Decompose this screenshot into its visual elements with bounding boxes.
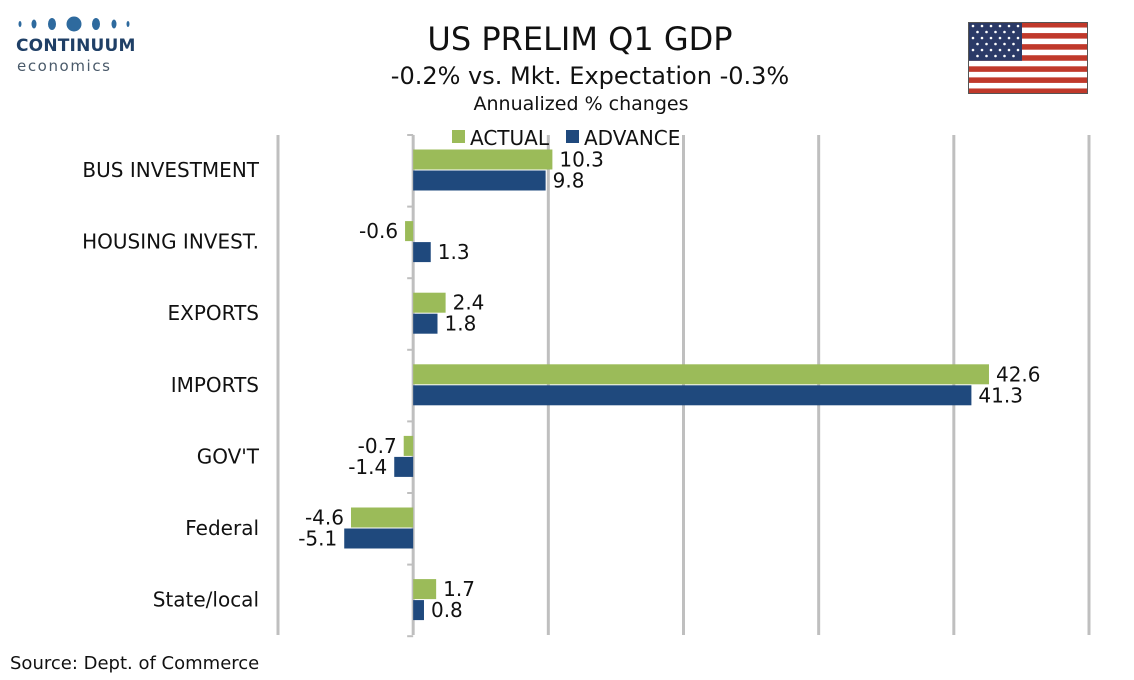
data-label: -0.6 xyxy=(359,219,398,243)
category-label: EXPORTS xyxy=(168,301,260,325)
bar-actual xyxy=(403,435,414,456)
bar-advance xyxy=(394,456,414,477)
data-label: 10.3 xyxy=(559,148,604,172)
bar-advance xyxy=(413,313,438,334)
bar-actual xyxy=(413,149,553,170)
legend-label-actual: ACTUAL xyxy=(470,126,550,150)
category-label: Federal xyxy=(185,516,259,540)
data-label: 0.8 xyxy=(431,598,463,622)
bar-actual xyxy=(413,292,446,313)
bar-advance xyxy=(413,600,424,621)
data-label: 9.8 xyxy=(553,169,585,193)
data-label: 41.3 xyxy=(978,383,1023,407)
data-label: -1.4 xyxy=(348,455,387,479)
data-label: 1.7 xyxy=(443,577,475,601)
data-label: 42.6 xyxy=(996,362,1041,386)
legend-swatch-actual xyxy=(452,130,465,143)
bar-advance xyxy=(413,170,546,191)
bar-advance xyxy=(413,242,431,263)
logo-dots-icon xyxy=(18,16,130,32)
brand-name: CONTINUUM xyxy=(16,36,136,56)
data-label: 1.3 xyxy=(438,240,470,264)
bar-actual xyxy=(405,221,414,242)
data-label: 2.4 xyxy=(453,291,485,315)
category-label: HOUSING INVEST. xyxy=(82,230,259,254)
chart-subtitle: -0.2% vs. Mkt. Expectation -0.3% xyxy=(390,62,790,90)
chart-title: US PRELIM Q1 GDP xyxy=(427,20,733,58)
data-label: -0.7 xyxy=(358,434,397,458)
category-label: IMPORTS xyxy=(171,373,259,397)
data-label: -5.1 xyxy=(298,527,337,551)
brand-logo: CONTINUUM economics xyxy=(14,14,144,78)
data-label: 1.8 xyxy=(444,312,476,336)
legend-label-advance: ADVANCE xyxy=(584,126,680,150)
us-flag-icon xyxy=(968,22,1088,94)
brand-sub: economics xyxy=(17,57,112,75)
bar-actual xyxy=(413,579,437,600)
source-note: Source: Dept. of Commerce xyxy=(10,653,260,674)
bar-actual xyxy=(350,507,414,528)
category-label: BUS INVESTMENT xyxy=(82,158,259,182)
chart-units: Annualized % changes xyxy=(473,93,689,115)
bar-advance xyxy=(344,528,414,549)
bar-advance xyxy=(413,385,972,406)
data-label: -4.6 xyxy=(305,506,344,530)
bar-actual xyxy=(413,364,989,385)
category-label: State/local xyxy=(153,588,259,612)
legend-swatch-advance xyxy=(566,130,579,143)
category-label: GOV'T xyxy=(197,444,260,468)
